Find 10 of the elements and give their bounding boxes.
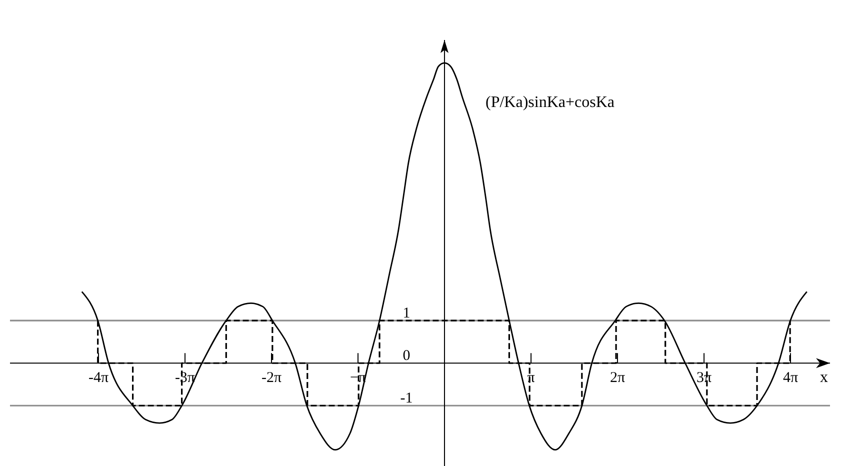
x-tick-label: 2π xyxy=(610,370,626,386)
y-tick-label: -1 xyxy=(400,390,413,407)
y-tick-label: 1 xyxy=(402,306,410,322)
series-label: (P/Ka)sinKa+cosKa xyxy=(486,94,615,111)
x-tick-label: -4π xyxy=(88,370,109,386)
x-tick-label: 3π xyxy=(696,370,712,386)
x-tick-label: -2π xyxy=(261,370,282,386)
y-tick-label: 0 xyxy=(402,348,410,364)
x-axis-title: x xyxy=(820,369,828,386)
x-tick-label: 4π xyxy=(782,370,798,386)
